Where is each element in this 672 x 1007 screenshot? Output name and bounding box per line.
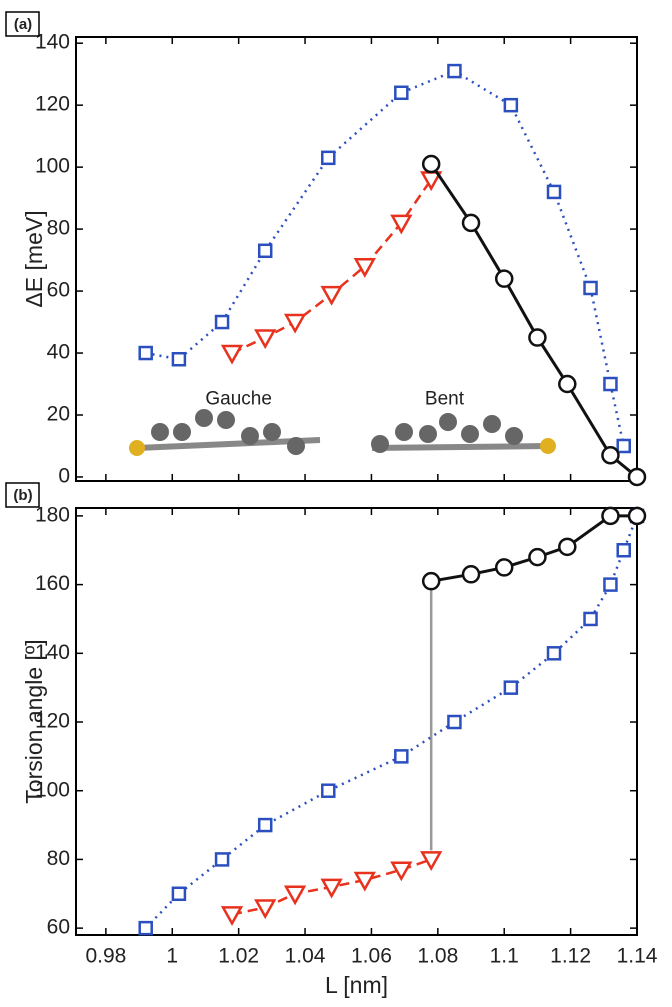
triangle-marker <box>256 901 274 917</box>
triangle-marker <box>256 331 274 347</box>
square-marker <box>173 888 185 900</box>
square-marker <box>259 245 271 257</box>
figure: 0 20 40 60 80 100 120 140(a) ΔE [meV] Gauche Bent 6… <box>0 0 672 1002</box>
y-tick-label: 60 <box>47 279 70 302</box>
circle-marker <box>559 539 575 555</box>
square-marker <box>448 65 460 77</box>
triangle-marker <box>223 346 241 362</box>
triangle-marker <box>286 315 304 331</box>
circle-marker <box>496 559 512 575</box>
square-marker <box>216 853 228 865</box>
square-marker <box>140 922 152 934</box>
annotation: Gauche <box>205 389 272 410</box>
molecule-gauche <box>129 409 320 456</box>
y-axis-label: ΔE [meV] <box>21 210 47 307</box>
circle-marker <box>559 376 575 392</box>
triangle-marker <box>392 216 410 232</box>
y-tick-label: 40 <box>47 341 70 364</box>
circle-marker <box>423 156 439 172</box>
x-tick-label: 1.1 <box>490 945 519 968</box>
square-marker <box>395 87 407 99</box>
y-tick-label: 20 <box>47 403 70 426</box>
x-tick-label: 0.98 <box>85 945 126 968</box>
x-tick-label: 1.14 <box>617 945 658 968</box>
square-marker <box>140 347 152 359</box>
circle-marker <box>496 271 512 287</box>
square-marker <box>322 785 334 797</box>
y-tick-label: 180 <box>35 503 70 526</box>
y-axis-label: Torsion angle [º] <box>21 639 47 803</box>
y-tick-label: 120 <box>35 93 70 116</box>
square-marker <box>604 579 616 591</box>
square-marker <box>585 613 597 625</box>
square-marker <box>216 316 228 328</box>
y-tick-label: 60 <box>47 916 70 939</box>
circle-marker <box>463 215 479 231</box>
y-tick-label: 140 <box>35 31 70 54</box>
square-marker <box>618 440 630 452</box>
triangle-marker <box>223 907 241 923</box>
square-marker <box>505 682 517 694</box>
circle-marker <box>529 549 545 565</box>
y-tick-label: 100 <box>35 155 70 178</box>
circle-marker <box>463 566 479 582</box>
square-marker <box>548 647 560 659</box>
x-tick-label: 1.02 <box>218 945 259 968</box>
square-marker <box>448 716 460 728</box>
square-marker <box>604 378 616 390</box>
x-tick-label: 1.04 <box>285 945 326 968</box>
square-marker <box>395 750 407 762</box>
x-tick-label: 1.06 <box>351 945 392 968</box>
y-tick-label: 0 <box>58 465 70 488</box>
annotation: Bent <box>425 389 465 410</box>
square-marker <box>322 152 334 164</box>
circle-marker <box>602 508 618 524</box>
triangle-marker <box>286 887 304 903</box>
x-tick-label: 1.12 <box>550 945 591 968</box>
square-marker <box>173 353 185 365</box>
square-marker <box>618 544 630 556</box>
circle-marker <box>529 330 545 346</box>
square-marker <box>505 99 517 111</box>
square-marker <box>548 186 560 198</box>
molecule-bent <box>371 413 556 454</box>
square-marker <box>585 282 597 294</box>
circle-marker <box>629 469 645 485</box>
circle-marker <box>602 447 618 463</box>
y-tick-label: 80 <box>47 847 70 870</box>
y-tick-label: 80 <box>47 217 70 240</box>
circle-marker <box>423 573 439 589</box>
plot-frame <box>76 508 637 935</box>
x-axis-label: L [nm] <box>325 972 388 998</box>
series-line <box>232 180 431 354</box>
x-tick-label: 1 <box>166 945 178 968</box>
panel-label: (b) <box>13 487 32 504</box>
triangle-marker <box>323 287 341 303</box>
x-tick-label: 1.08 <box>417 945 458 968</box>
square-marker <box>259 819 271 831</box>
y-tick-label: 160 <box>35 572 70 595</box>
panel-label: (a) <box>14 16 32 33</box>
circle-marker <box>629 508 645 524</box>
